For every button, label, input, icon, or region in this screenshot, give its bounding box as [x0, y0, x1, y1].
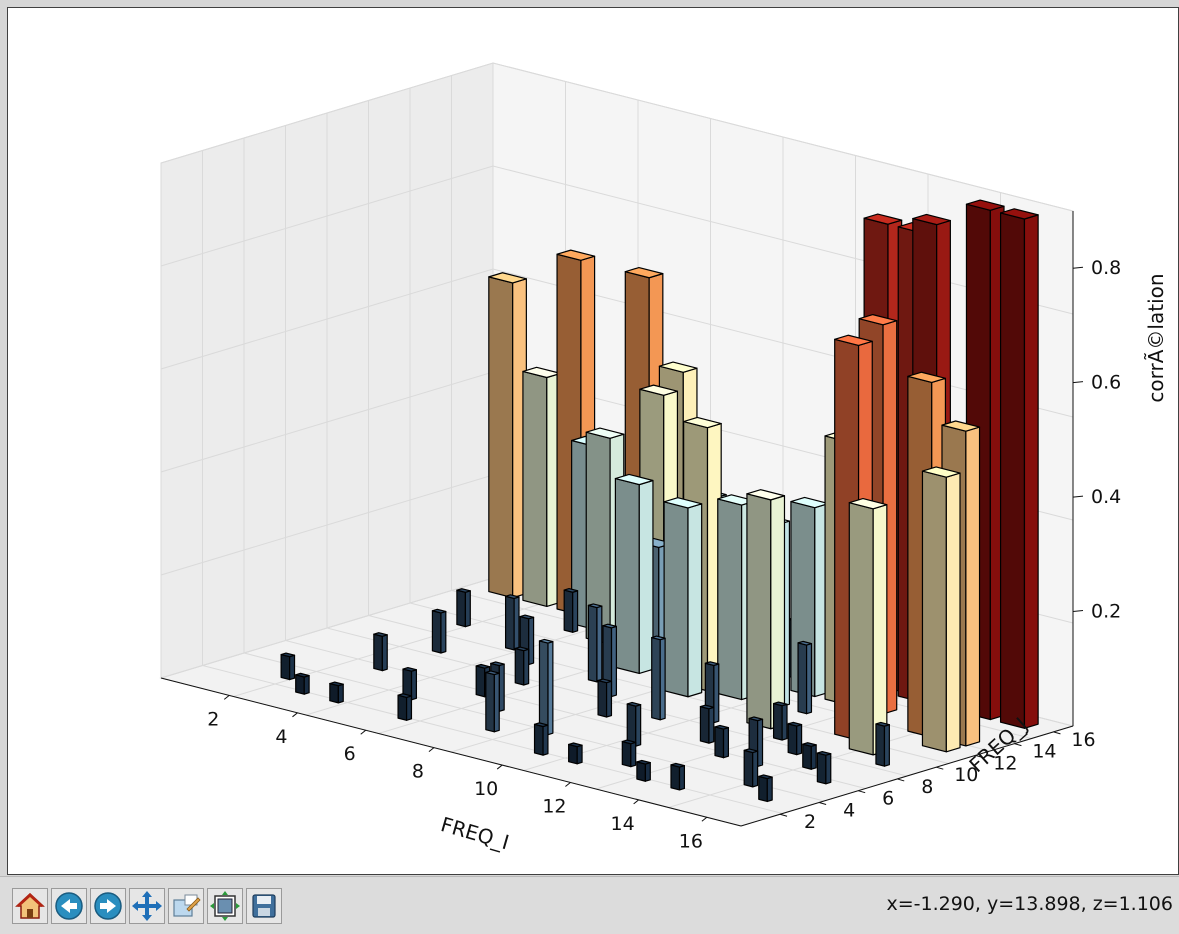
x-tick-label: 8 [412, 761, 424, 783]
z-axis-title: corrÃ©lation [1144, 273, 1168, 402]
bar [431, 608, 447, 654]
arrow-right-icon [94, 892, 122, 920]
z-tick-label: 0.6 [1091, 372, 1121, 394]
y-tick-label: 10 [954, 764, 978, 786]
bar [485, 670, 500, 733]
bar [587, 603, 603, 683]
bar [875, 721, 890, 767]
bar [597, 678, 613, 718]
subplots-icon [210, 891, 240, 921]
x-tick-label: 16 [679, 830, 703, 852]
z-tick-label: 0.8 [1091, 257, 1121, 279]
x-axis-line [160, 677, 742, 827]
pan-button[interactable] [129, 888, 165, 924]
tick-labels: 2 4 6 8 10 12 14 16 2 4 6 8 10 12 14 16 0.2 0.4 0.6 0.8 [207, 257, 1121, 852]
bar [797, 640, 813, 715]
bar [397, 693, 413, 721]
cursor-coordinates-readout: x=-1.290, y=13.898, z=1.106 [886, 893, 1173, 915]
bar [636, 759, 651, 782]
bar [602, 623, 618, 698]
save-button[interactable] [246, 888, 282, 924]
bar [699, 704, 715, 744]
forward-button[interactable] [90, 888, 126, 924]
bar [670, 762, 686, 791]
move-icon [132, 891, 162, 921]
x-tick-label: 2 [207, 708, 219, 730]
x-axis-title: FREQ_I [438, 812, 512, 854]
bar [538, 638, 554, 736]
bar [563, 587, 579, 633]
bar [568, 742, 583, 765]
bar [848, 498, 888, 756]
bar [758, 774, 773, 803]
figure-canvas[interactable]: 2 4 6 8 10 12 14 16 2 4 6 8 10 12 14 16 0.2 0.4 0.6 0.8 FREQ… [7, 7, 1179, 875]
y-tick-label: 12 [993, 752, 1017, 774]
y-axis-line [740, 725, 1074, 827]
axes-lines [160, 211, 1084, 827]
y-tick-label: 6 [882, 788, 894, 810]
navigation-toolbar: x=-1.290, y=13.898, z=1.106 [0, 876, 1179, 934]
z-tick-label: 0.4 [1091, 486, 1121, 508]
bar [614, 473, 654, 675]
y-tick-label: 14 [1032, 741, 1056, 763]
x-tick-label: 6 [344, 743, 356, 765]
y-tick-label: 16 [1071, 729, 1095, 751]
bar [626, 701, 642, 747]
bar [651, 635, 666, 721]
bar [663, 497, 703, 698]
bar [280, 652, 296, 681]
zoom-rect-icon [173, 894, 201, 917]
bar [488, 272, 527, 599]
x-tick-label: 14 [611, 813, 635, 835]
z-tick-label: 0.2 [1091, 601, 1121, 623]
bar [514, 646, 530, 686]
bar [504, 594, 520, 651]
bar3d-chart[interactable]: 2 4 6 8 10 12 14 16 2 4 6 8 10 12 14 16 0.2 0.4 0.6 0.8 FREQ… [8, 8, 1178, 874]
subplots-button[interactable] [207, 888, 243, 924]
floppy-disk-icon [252, 894, 276, 918]
bar [921, 466, 961, 753]
back-button[interactable] [51, 888, 87, 924]
home-button[interactable] [12, 888, 48, 924]
bar [533, 722, 549, 756]
bar [522, 366, 562, 608]
y-tick-label: 2 [804, 811, 816, 833]
bars-group [280, 199, 1039, 803]
bar [402, 666, 418, 701]
bar [329, 681, 344, 704]
home-icon [15, 892, 45, 919]
x-tick-label: 12 [542, 795, 566, 817]
bar [746, 489, 786, 730]
bar [714, 724, 730, 759]
bar [295, 672, 310, 695]
x-tick-label: 10 [474, 778, 498, 800]
y-tick-label: 4 [843, 799, 855, 821]
y-tick-label: 8 [921, 776, 933, 798]
bar [999, 208, 1039, 729]
zoom-button[interactable] [168, 888, 204, 924]
bar [373, 632, 388, 672]
bar [816, 750, 832, 785]
bar [456, 588, 471, 628]
bar [743, 748, 759, 788]
bar [787, 721, 803, 756]
bar [621, 739, 637, 768]
arrow-left-icon [55, 892, 83, 920]
bar [772, 701, 788, 741]
bar [802, 742, 817, 770]
x-tick-label: 4 [275, 726, 287, 748]
